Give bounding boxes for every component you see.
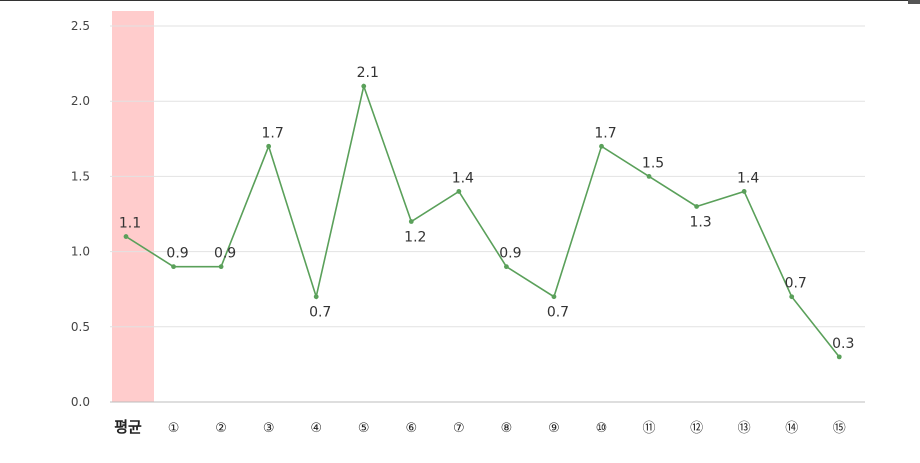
x-tick-label: ⑥	[405, 421, 417, 436]
x-tick-label: ①	[168, 421, 180, 436]
data-label: 1.2	[404, 230, 426, 246]
data-point	[171, 264, 176, 270]
data-label: 2.1	[357, 65, 379, 81]
y-tick-label: 2.0	[71, 94, 90, 108]
x-tick-label: ⑭	[785, 421, 798, 436]
data-label: 0.9	[499, 246, 521, 262]
y-axis: 0.0 0.5 1.0 1.5 2.0 2.5	[71, 19, 90, 409]
data-point	[313, 294, 319, 300]
x-tick-label: ⑩	[596, 421, 608, 436]
data-point	[408, 219, 414, 224]
data-point	[599, 143, 604, 149]
data-points	[123, 83, 842, 360]
data-label: 1.1	[119, 216, 141, 232]
data-point	[741, 189, 747, 194]
data-point	[836, 354, 842, 360]
data-point	[504, 264, 509, 270]
x-tick-label: 평균	[114, 418, 142, 436]
x-axis: 평균 ① ② ③ ④ ⑤ ⑥ ⑦ ⑧ ⑨ ⑩ ⑪ ⑫ ⑬ ⑭ ⑮	[114, 418, 846, 436]
x-tick-label: ⑮	[833, 421, 846, 436]
data-point	[456, 189, 462, 194]
x-tick-label: ⑫	[690, 421, 703, 436]
data-label: 0.7	[785, 276, 807, 292]
data-label: 0.7	[547, 305, 569, 321]
y-tick-label: 1.0	[71, 245, 90, 259]
data-label: 0.9	[166, 246, 188, 262]
top-border	[0, 0, 908, 1]
y-tick-label: 1.5	[71, 169, 90, 183]
x-tick-label: ⑤	[358, 421, 370, 436]
data-label: 1.5	[642, 155, 664, 171]
x-tick-label: ⑪	[643, 421, 656, 436]
data-point	[551, 294, 557, 300]
y-tick-label: 0.5	[71, 320, 90, 334]
data-point	[218, 264, 224, 270]
y-tick-label: 0.0	[71, 395, 90, 409]
x-tick-label: ⑬	[738, 421, 751, 436]
data-label: 1.7	[262, 125, 284, 141]
x-tick-label: ④	[310, 421, 322, 436]
top-corner-mark	[908, 0, 920, 4]
x-tick-label: ⑨	[548, 421, 560, 436]
data-label: 0.7	[309, 305, 331, 321]
data-point	[361, 83, 367, 89]
data-point	[789, 294, 795, 300]
data-label: 1.4	[452, 170, 474, 186]
data-label: 1.7	[594, 125, 616, 141]
y-tick-label: 2.5	[71, 19, 90, 33]
data-point	[123, 234, 129, 239]
gridlines	[110, 25, 865, 403]
x-tick-label: ②	[215, 421, 227, 436]
data-point	[646, 174, 652, 179]
data-label: 0.3	[832, 336, 854, 352]
data-label: 1.3	[689, 214, 711, 230]
data-label: 1.4	[737, 170, 759, 186]
x-tick-label: ⑧	[501, 421, 513, 436]
average-highlight-band	[112, 11, 154, 402]
data-label: 0.9	[214, 246, 236, 262]
data-labels: 1.1 0.9 0.9 1.7 0.7 2.1 1.2 1.4 0.9 0.7 1.7 1.5 1.3 1…	[119, 65, 855, 352]
series-line	[125, 83, 840, 358]
data-point	[694, 204, 699, 209]
x-tick-label: ⑦	[453, 421, 465, 436]
x-tick-label: ③	[263, 421, 275, 436]
data-point	[266, 143, 272, 149]
